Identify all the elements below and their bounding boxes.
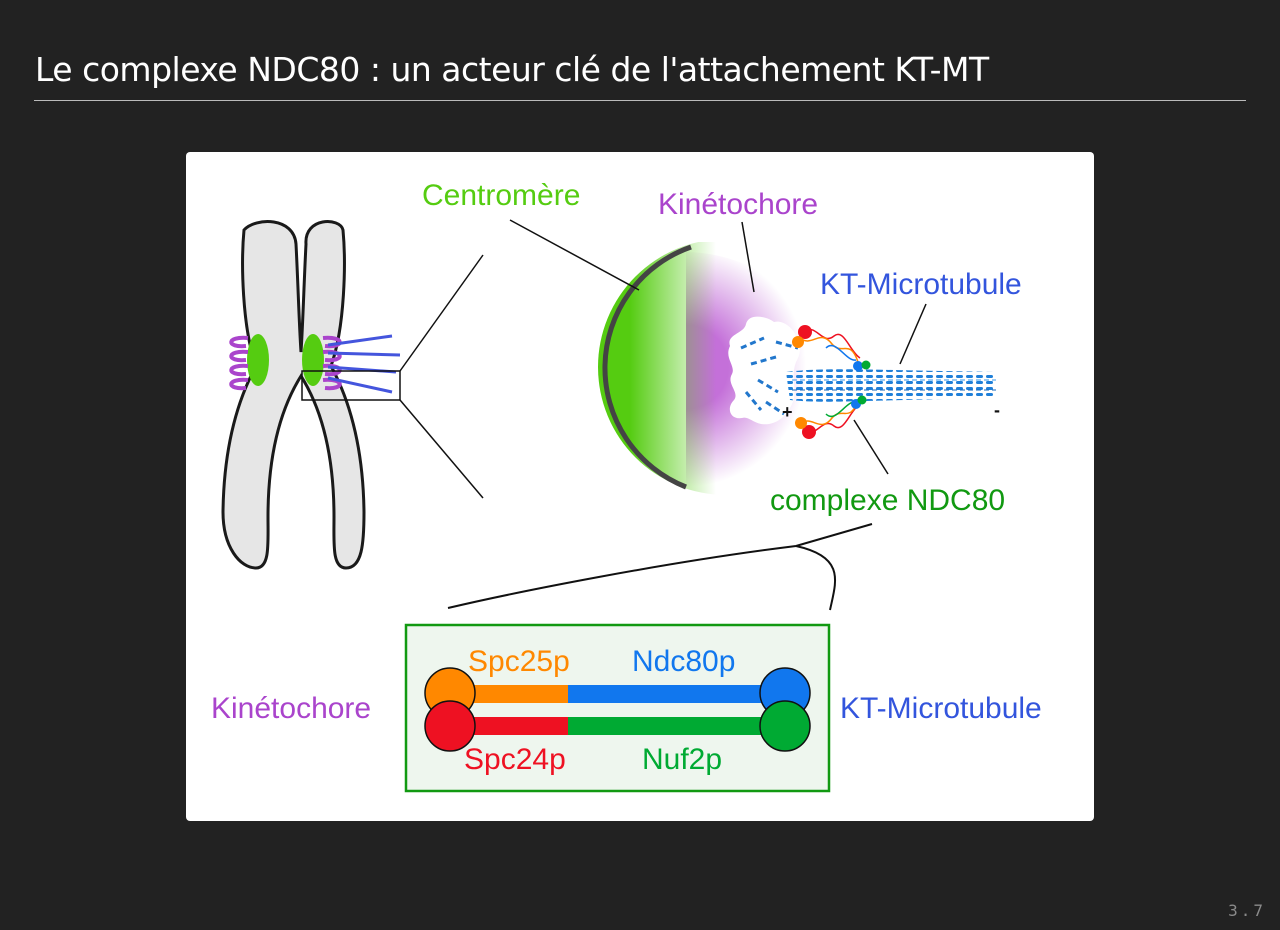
ndc80-heads bbox=[792, 325, 871, 439]
ndc80-pointer bbox=[853, 419, 889, 475]
spc25p-label: Spc25p bbox=[468, 645, 570, 678]
schematic-box bbox=[404, 623, 831, 793]
nuf2p-label: Nuf2p bbox=[642, 743, 722, 776]
ndc80-diagram: + - Centromère Kinétochore KT-Microtubul… bbox=[211, 179, 1042, 793]
centromere-pointer bbox=[509, 219, 640, 291]
left-kinetochore-loops bbox=[229, 335, 249, 391]
zoom-line-bottom bbox=[399, 399, 484, 499]
title-divider bbox=[34, 100, 1246, 101]
zoom-line-top bbox=[399, 254, 484, 372]
kinetochore-zoom: + - bbox=[509, 219, 1000, 495]
kinetochore-pointer bbox=[741, 221, 755, 293]
nuf2p-rod bbox=[568, 717, 786, 735]
chromosome-outline bbox=[221, 220, 366, 570]
slide-title: Le complexe NDC80 : un acteur clé de l'a… bbox=[35, 50, 989, 89]
kinetochore-bottom-label: Kinétochore bbox=[211, 692, 371, 725]
chromosome bbox=[221, 220, 484, 570]
minus-end-label: - bbox=[994, 400, 1000, 420]
microtubule-pointer bbox=[899, 303, 927, 365]
ndc80p-rod bbox=[568, 685, 786, 703]
microtubule-fragments bbox=[740, 336, 799, 416]
spc25p-rod bbox=[450, 685, 568, 703]
centromere-edge bbox=[602, 244, 692, 490]
kt-microtubule-top-label: KT-Microtubule bbox=[820, 268, 1022, 301]
kt-microtubule-bundle bbox=[786, 369, 996, 402]
spc24p-head bbox=[424, 700, 476, 752]
nuf2p-head bbox=[759, 700, 811, 752]
kt-microtubule-bottom-label: KT-Microtubule bbox=[840, 692, 1042, 725]
ndc80-complex-label: complexe NDC80 bbox=[770, 484, 1005, 517]
spc24p-rod bbox=[450, 717, 568, 735]
plus-end-label: + bbox=[782, 402, 793, 422]
left-centromere bbox=[247, 334, 269, 386]
schematic-connector-right bbox=[795, 545, 837, 611]
ndc80-schematic: Spc25p Ndc80p Spc24p Nuf2p bbox=[404, 623, 831, 793]
schematic-connector-left bbox=[447, 523, 873, 609]
kinetochore-top-label: Kinétochore bbox=[658, 188, 818, 221]
spc24p-label: Spc24p bbox=[464, 743, 566, 776]
kinetochore-inner-space bbox=[728, 316, 800, 425]
centromere-label: Centromère bbox=[422, 179, 580, 212]
zoom-box bbox=[301, 370, 401, 401]
ndc80p-label: Ndc80p bbox=[632, 645, 735, 678]
chromosome-microtubules bbox=[327, 334, 401, 394]
centromere-disc bbox=[598, 242, 786, 495]
figure-panel: + - Centromère Kinétochore KT-Microtubul… bbox=[186, 152, 1094, 821]
slide-number: 3.7 bbox=[1228, 901, 1266, 920]
right-centromere bbox=[302, 334, 324, 386]
